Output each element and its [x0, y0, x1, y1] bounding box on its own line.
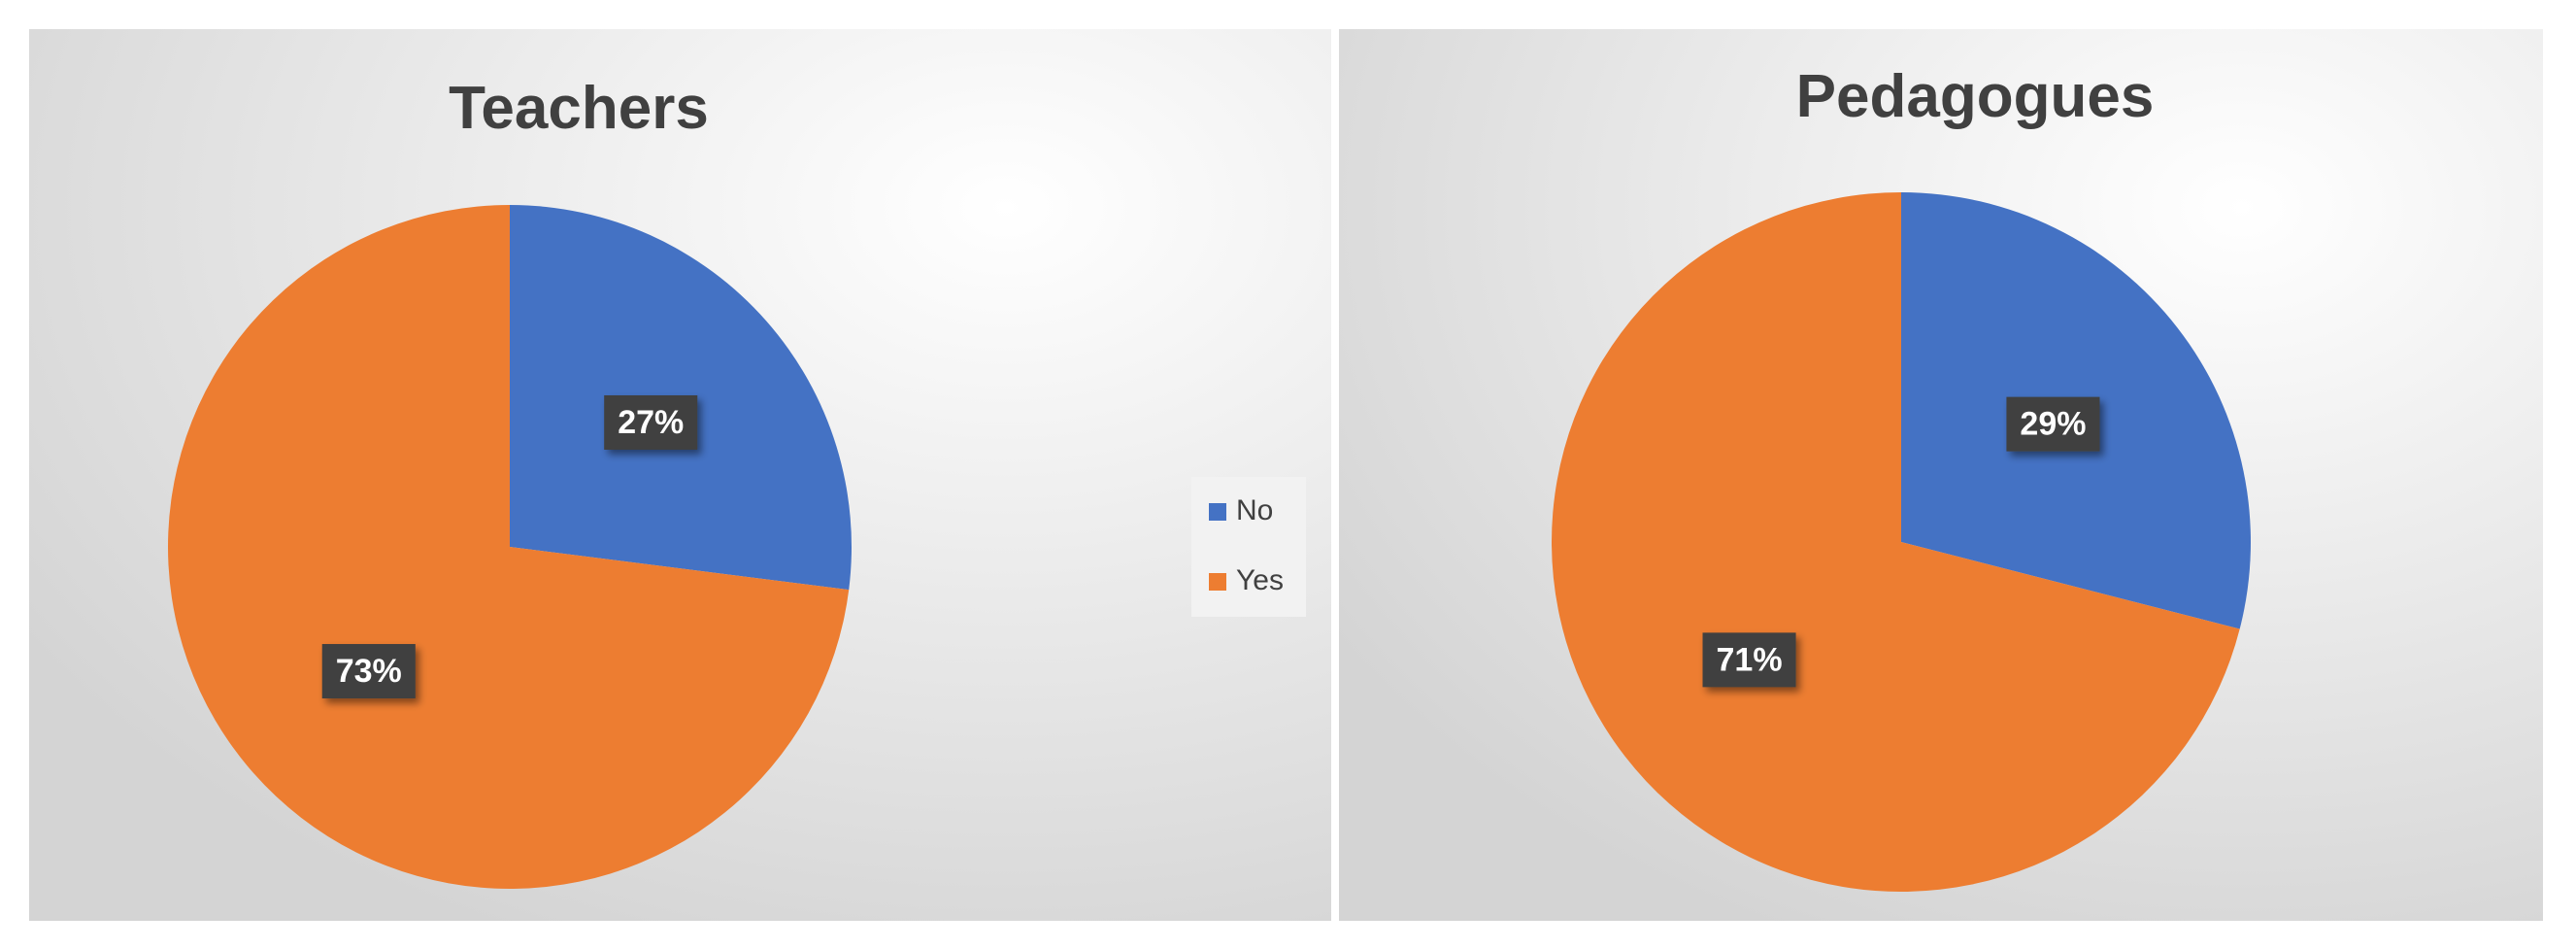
data-label-box [1702, 632, 1796, 688]
legend-swatch [1209, 573, 1226, 591]
data-label: 27% [604, 394, 698, 450]
chart-title: Teachers [449, 75, 709, 142]
chart-title: Pedagogues [1796, 63, 2155, 130]
pie-slice [1551, 192, 2240, 893]
data-label-text: 71% [1717, 641, 1783, 678]
data-label-text: 27% [618, 404, 684, 441]
data-label: 29% [2006, 396, 2100, 452]
data-label-text: 29% [2020, 406, 2086, 443]
data-label: 71% [1702, 632, 1796, 688]
legend-label: No [1236, 494, 1273, 526]
pie-slice [168, 205, 850, 890]
data-label-box [321, 644, 416, 699]
data-label-box [2006, 396, 2100, 452]
legend-label: Yes [1236, 564, 1284, 596]
data-label: 73% [321, 644, 416, 699]
data-label-text: 73% [336, 653, 402, 690]
data-label-box [604, 394, 698, 450]
legend-box [1191, 477, 1306, 617]
legend-swatch [1209, 503, 1226, 521]
